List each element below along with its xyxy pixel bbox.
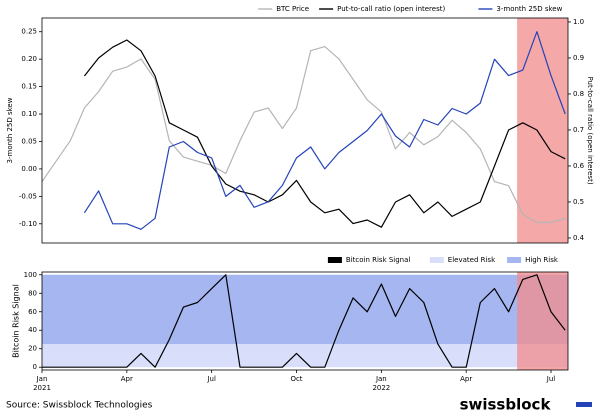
series-line [42, 274, 566, 368]
y-tick-label: 80 [28, 289, 37, 297]
logo: swissblock [460, 396, 552, 414]
legend-label: Elevated Risk [448, 256, 496, 264]
y-tick-label: 0.20 [21, 55, 37, 63]
y2-tick-label: 0.9 [573, 54, 584, 62]
x-tick-label: Apr [460, 375, 472, 383]
y-axis-label: Bitcoin Risk Signal [12, 284, 21, 358]
y-tick-label: 40 [28, 326, 37, 334]
series-line [83, 39, 566, 228]
highlight-span [517, 18, 568, 243]
x-tick-label: Oct [290, 375, 302, 383]
y-tick-label: 0.10 [21, 110, 37, 118]
y-tick-label: 0.00 [21, 165, 37, 173]
plot-frame [41, 17, 569, 244]
series-line [41, 46, 566, 224]
risk-band [42, 344, 568, 368]
y-tick-label: 100 [24, 271, 37, 279]
x-tick-label: Apr [121, 375, 133, 383]
y-tick-label: -0.10 [19, 220, 37, 228]
plot-frame [41, 271, 569, 371]
y-axis-label: 3-month 25D skew [6, 97, 14, 163]
legend-swatch [507, 257, 522, 263]
legend-label: High Risk [525, 256, 559, 264]
y-tick-label: 0.05 [21, 137, 37, 145]
logo-mark [576, 402, 592, 407]
y-tick-label: 0.15 [21, 83, 37, 91]
y2-tick-label: 0.8 [573, 90, 584, 98]
legend-label: Put-to-call ratio (open interest) [337, 5, 445, 13]
y-tick-label: 0.25 [21, 28, 37, 36]
legend-label: 3-month 25D skew [496, 5, 562, 13]
legend-swatch [327, 257, 342, 263]
y-tick-label: -0.05 [19, 192, 37, 200]
legend-label: BTC Price [276, 5, 309, 13]
series-line [83, 31, 566, 230]
y2-tick-label: 0.6 [573, 162, 585, 170]
x-tick-label: Jul [206, 375, 216, 383]
source: Source: Swissblock Technologies [6, 401, 153, 411]
y2-tick-label: 0.4 [573, 234, 585, 242]
y2-tick-label: 1.0 [573, 18, 584, 26]
y2-tick-label: 0.7 [573, 126, 584, 134]
highlight-span [517, 272, 568, 370]
y2-tick-label: 0.5 [573, 198, 584, 206]
y-tick-label: 0 [33, 363, 37, 371]
x-tick-label: Jul [546, 375, 556, 383]
y2-axis-label: Put-to-call ratio (open interest) [586, 76, 594, 184]
y-tick-label: 20 [28, 345, 37, 353]
legend-swatch [429, 257, 444, 263]
x-tick-label: Jan 2022 [372, 375, 390, 392]
x-tick-label: Jan 2021 [33, 375, 51, 392]
y-tick-label: 60 [28, 308, 37, 316]
risk-band [42, 274, 568, 345]
legend-label: Bitcoin Risk Signal [346, 256, 411, 264]
